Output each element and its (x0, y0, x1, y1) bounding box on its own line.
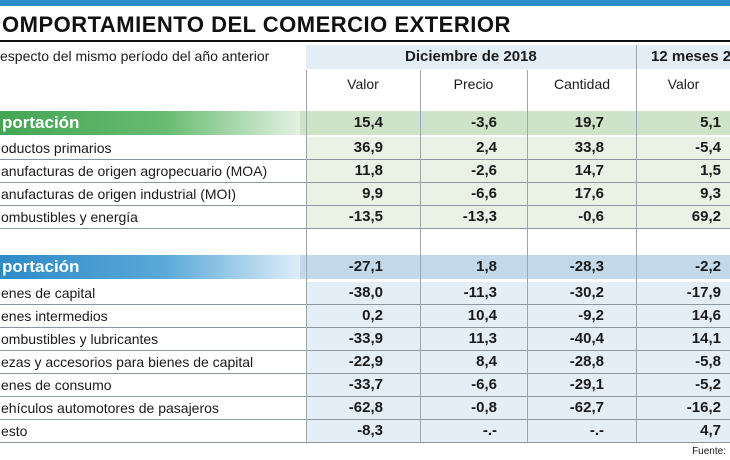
group-december: Diciembre de 2018 (405, 48, 537, 65)
exports-total-precio: -3,6 (471, 114, 497, 131)
cell-valor-12m: 4,7 (700, 422, 721, 439)
cell-valor-12m: -5,2 (695, 376, 721, 393)
row-label: anufacturas de origen industrial (MOI) (0, 183, 307, 205)
cell-valor: 9,9 (362, 185, 383, 202)
comparison-note: especto del mismo período del año anteri… (0, 48, 270, 64)
cell-precio: 10,4 (467, 307, 497, 324)
cell-precio: 2,4 (476, 139, 497, 156)
cell-cantidad: -40,4 (569, 330, 604, 347)
column-divider (306, 70, 307, 443)
column-divider (420, 70, 421, 443)
cell-valor-12m: -17,9 (686, 284, 721, 301)
imports-total-precio: 1,8 (476, 258, 497, 275)
table-row: ehículos automotores de pasajeros -62,8 … (0, 397, 730, 420)
cell-valor: 11,8 (354, 162, 383, 179)
column-divider (527, 70, 528, 443)
cell-precio: -.- (482, 422, 497, 439)
imports-total-cantidad: -28,3 (569, 258, 604, 275)
cell-cantidad: -30,2 (569, 284, 604, 301)
row-label: ombustibles y lubricantes (0, 328, 307, 350)
table-row: ombustibles y lubricantes -33,9 11,3 -40… (0, 328, 730, 351)
row-label: enes de capital (0, 282, 307, 304)
december-header-band (306, 45, 636, 69)
exports-total-valor: 15,4 (353, 114, 383, 131)
cell-valor: -38,0 (348, 284, 383, 301)
cell-valor: 0,2 (362, 307, 383, 324)
cell-precio: 8,4 (476, 353, 497, 370)
cell-precio: -13,3 (462, 208, 497, 225)
cell-valor: -62,8 (348, 399, 383, 416)
table-row: oductos primarios 36,9 2,4 33,8 -5,4 (0, 137, 730, 160)
table-row: enes de capital -38,0 -11,3 -30,2 -17,9 (0, 282, 730, 305)
imports-total-valor: -27,1 (348, 258, 383, 275)
cell-precio: -11,3 (463, 284, 497, 301)
cell-cantidad: 33,8 (574, 139, 604, 156)
cell-valor: -13,5 (348, 208, 383, 225)
cell-valor: 36,9 (353, 139, 383, 156)
table-row: esto -8,3 -.- -.- 4,7 (0, 420, 730, 443)
cell-cantidad: -28,8 (569, 353, 604, 370)
table-row: anufacturas de origen industrial (MOI) 9… (0, 183, 730, 206)
exports-title: portación (0, 111, 300, 135)
cell-precio: -6,6 (471, 376, 497, 393)
imports-total-valor-12m: -2,2 (695, 258, 721, 275)
row-label: anufacturas de origen agropecuario (MOA) (0, 160, 307, 182)
exports-total-valor-12m: 5,1 (700, 114, 721, 131)
row-label: enes intermedios (0, 305, 307, 327)
col-valor: Valor (347, 76, 379, 92)
twelve-months-header-band (637, 45, 730, 69)
table-row: enes de consumo -33,7 -6,6 -29,1 -5,2 (0, 374, 730, 397)
col-valor-12m: Valor (667, 76, 700, 92)
cell-cantidad: -29,1 (569, 376, 604, 393)
cell-valor-12m: 1,5 (700, 162, 721, 179)
cell-valor-12m: 9,3 (700, 185, 721, 202)
cell-valor: -33,9 (348, 330, 383, 347)
row-label: esto (0, 420, 307, 442)
cell-cantidad: 17,6 (574, 185, 604, 202)
cell-precio: -6,6 (471, 185, 497, 202)
cell-valor-12m: -16,2 (686, 399, 721, 416)
row-label: ezas y accesorios para bienes de capital (0, 351, 307, 373)
group-twelve-months: 12 meses 20 (651, 48, 730, 65)
cell-valor-12m: 69,2 (691, 208, 721, 225)
exports-total-cantidad: 19,7 (574, 114, 604, 131)
row-label: enes de consumo (0, 374, 307, 396)
table-row: enes intermedios 0,2 10,4 -9,2 14,6 (0, 305, 730, 328)
table-row: ezas y accesorios para bienes de capital… (0, 351, 730, 374)
cell-valor: -33,7 (348, 376, 383, 393)
cell-valor: -8,3 (357, 422, 383, 439)
cell-valor-12m: 14,6 (691, 307, 721, 324)
cell-cantidad: 14,7 (574, 162, 604, 179)
cell-cantidad: -62,7 (569, 399, 604, 416)
title-rule (0, 40, 730, 42)
cell-precio: -0,8 (471, 399, 497, 416)
col-precio: Precio (453, 76, 494, 92)
cell-cantidad: -0,6 (578, 208, 604, 225)
cell-precio: -2,6 (471, 162, 497, 179)
cell-precio: 11,3 (468, 330, 497, 347)
table-row: ombustibles y energía -13,5 -13,3 -0,6 6… (0, 206, 730, 229)
page-title: OMPORTAMIENTO DEL COMERCIO EXTERIOR (2, 12, 511, 37)
column-divider (636, 45, 637, 443)
table-row: anufacturas de origen agropecuario (MOA)… (0, 160, 730, 183)
cell-cantidad: -9,2 (578, 307, 604, 324)
imports-title: portación (0, 255, 300, 279)
source-note: Fuente: (692, 446, 726, 457)
exports-band: portación 15,4 -3,6 19,7 5,1 (0, 111, 730, 135)
cell-valor-12m: 14,1 (691, 330, 721, 347)
row-label: oductos primarios (0, 137, 307, 159)
row-label: ombustibles y energía (0, 206, 307, 228)
cell-valor-12m: -5,8 (695, 353, 721, 370)
imports-band: portación -27,1 1,8 -28,3 -2,2 (0, 255, 730, 279)
col-cantidad: Cantidad (553, 76, 611, 92)
top-rule (0, 0, 730, 6)
cell-valor: -22,9 (348, 353, 383, 370)
row-label: ehículos automotores de pasajeros (0, 397, 307, 419)
cell-cantidad: -.- (589, 422, 604, 439)
cell-valor-12m: -5,4 (695, 139, 721, 156)
